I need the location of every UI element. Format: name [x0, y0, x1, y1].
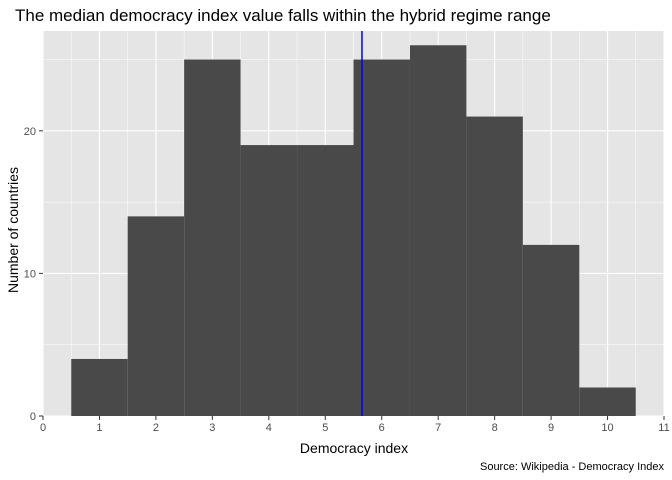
histogram-bar — [184, 59, 241, 416]
y-tick-label: 10 — [24, 268, 36, 280]
x-tick-label: 3 — [209, 422, 215, 434]
chart-title: The median democracy index value falls w… — [15, 6, 551, 25]
histogram-bar — [297, 145, 354, 416]
x-axis-ticks: 0 1 2 3 4 5 6 7 8 9 10 11 — [40, 416, 670, 434]
x-tick-label: 9 — [548, 422, 554, 434]
x-axis-title: Democracy index — [300, 440, 408, 456]
histogram-bar — [466, 116, 523, 417]
x-tick-label: 4 — [266, 422, 272, 434]
histogram-bar — [240, 145, 298, 416]
x-tick-label: 0 — [40, 422, 46, 434]
y-axis-title: Number of countries — [5, 167, 21, 293]
x-tick-label: 6 — [379, 422, 385, 434]
x-tick-label: 5 — [322, 422, 328, 434]
x-tick-label: 8 — [492, 422, 498, 434]
y-tick-label: 0 — [30, 411, 36, 423]
histogram-bar — [127, 216, 185, 416]
y-axis-ticks: 0 10 20 — [24, 126, 43, 423]
histogram-bar — [409, 45, 467, 417]
histogram-bar — [579, 387, 636, 416]
x-tick-label: 1 — [96, 422, 102, 434]
x-tick-label: 2 — [153, 422, 159, 434]
histogram-bar — [353, 59, 410, 416]
x-tick-label: 11 — [658, 422, 669, 434]
x-tick-label: 7 — [435, 422, 441, 434]
histogram-bar — [522, 244, 580, 416]
chart-caption: Source: Wikipedia - Democracy Index — [480, 461, 665, 473]
x-tick-label: 10 — [601, 422, 613, 434]
histogram-bar — [71, 358, 128, 416]
histogram-bars — [71, 45, 636, 417]
y-tick-label: 20 — [24, 126, 36, 138]
